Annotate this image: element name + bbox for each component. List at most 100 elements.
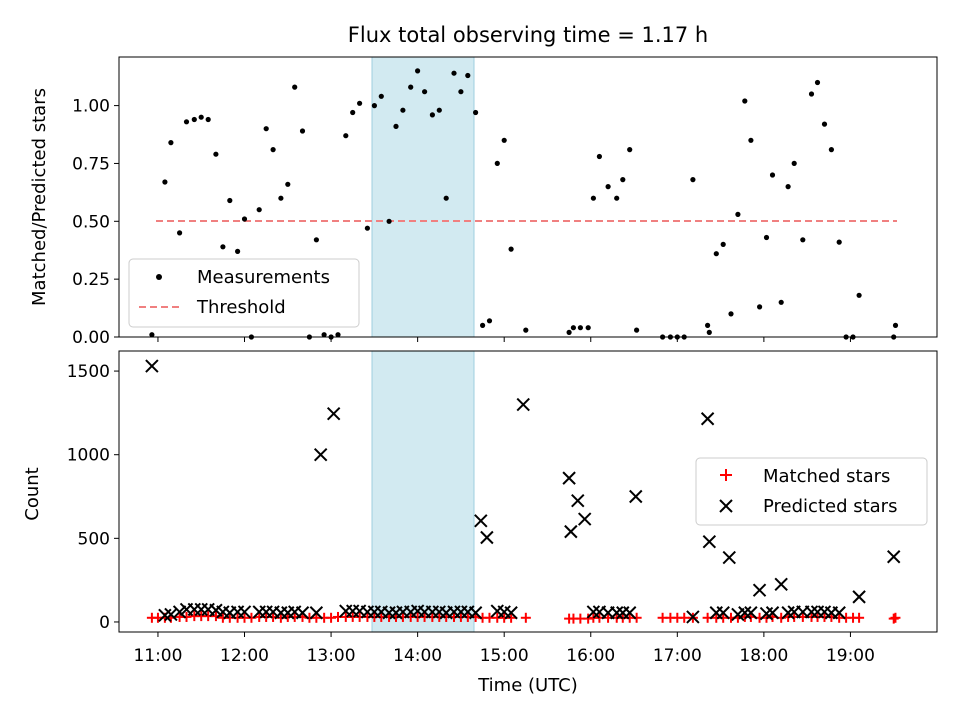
- legend-matched-marker: [720, 469, 732, 481]
- predicted-point: [562, 471, 576, 485]
- measurement-point: [292, 84, 298, 90]
- measurement-point: [836, 239, 842, 245]
- predicted-point: [237, 605, 252, 619]
- bottom-x-tick-label: 16:00: [566, 646, 615, 666]
- measurement-point: [892, 322, 899, 328]
- predicted-point: [313, 447, 328, 462]
- bottom-x-tick-label: 14:00: [393, 646, 442, 666]
- measurement-point: [480, 322, 486, 328]
- predicted-point: [586, 605, 601, 619]
- measurement-point: [335, 332, 341, 338]
- measurement-point: [213, 151, 219, 157]
- measurement-point: [814, 79, 821, 86]
- measurement-point: [705, 322, 711, 328]
- top-y-label: Matched/Predicted stars: [29, 88, 50, 306]
- predicted-point: [326, 407, 341, 421]
- measurement-point: [458, 89, 464, 95]
- bottom-x-tick-label: 18:00: [739, 646, 788, 666]
- predicted-point: [145, 359, 159, 373]
- top-y-tick-label: 0.00: [72, 328, 110, 348]
- bottom-y-tick-label: 1000: [67, 446, 110, 466]
- measurement-point: [614, 195, 620, 201]
- legend-predicted-marker: [719, 499, 733, 513]
- measurement-point: [566, 329, 572, 335]
- measurement-point: [371, 103, 377, 109]
- top-legend: Measurements Threshold: [128, 258, 360, 328]
- predicted-point: [738, 606, 752, 620]
- bottom-legend-box: [695, 457, 928, 526]
- predicted-point: [610, 606, 624, 620]
- bottom-x-tick-label: 11:00: [133, 646, 182, 666]
- measurement-point: [350, 109, 356, 116]
- measurement-point: [570, 325, 577, 331]
- top-title: Flux total observing time = 1.17 h: [348, 23, 708, 47]
- bottom-x-label: Time (UTC): [477, 675, 578, 696]
- bottom-predicted-points: [145, 359, 901, 624]
- legend-predicted-label: Predicted stars: [763, 496, 897, 517]
- top-y-axis: 0.00 0.25 0.50 0.75 1.00: [72, 97, 119, 348]
- top-x-ticks: [157, 337, 851, 342]
- measurement-point: [278, 195, 284, 201]
- measurement-point: [800, 237, 806, 243]
- measurement-point: [378, 93, 384, 99]
- predicted-point: [623, 606, 637, 620]
- measurement-point: [596, 153, 603, 160]
- matched-point: [506, 612, 517, 623]
- measurement-point: [408, 84, 414, 90]
- measurement-point: [605, 184, 611, 190]
- predicted-point: [629, 489, 643, 504]
- top-panel: Flux total observing time = 1.17 h 0.00 0…: [29, 23, 938, 348]
- bottom-x-tick-label: 13:00: [307, 646, 356, 666]
- measurement-point: [343, 133, 349, 139]
- top-plot-frame: [118, 56, 938, 338]
- measurement-point: [451, 70, 457, 76]
- measurement-point: [364, 225, 370, 231]
- measurement-point: [149, 332, 155, 338]
- top-highlight-span: [371, 56, 475, 338]
- measurement-point: [763, 234, 770, 241]
- measurement-point: [443, 195, 449, 201]
- measurement-point: [634, 327, 640, 333]
- predicted-point: [571, 493, 585, 508]
- bottom-panel: 0 500 1000 1500 11:00 12:00 13:00 14:00 15:00 16…: [22, 350, 938, 696]
- measurement-point: [168, 140, 174, 146]
- bottom-x-tick-label: 19:00: [826, 646, 875, 666]
- measurement-point: [220, 244, 226, 250]
- measurement-point: [162, 179, 168, 185]
- bottom-legend: Matched stars Predicted stars: [695, 457, 928, 526]
- predicted-point: [804, 605, 819, 619]
- measurement-point: [706, 329, 712, 335]
- measurement-point: [856, 292, 862, 298]
- predicted-point: [702, 534, 717, 549]
- measurement-point: [778, 299, 784, 305]
- measurement-point: [486, 318, 493, 324]
- measurement-point: [227, 197, 233, 204]
- bottom-y-label: Count: [22, 467, 43, 520]
- predicted-point: [164, 607, 178, 622]
- predicted-point: [474, 514, 488, 528]
- measurement-point: [757, 304, 763, 310]
- measurement-point: [473, 109, 479, 116]
- measurement-point: [728, 311, 734, 317]
- measurement-point: [821, 121, 828, 127]
- bottom-x-tick-label: 17:00: [653, 646, 702, 666]
- predicted-point: [504, 606, 518, 620]
- measurement-point: [627, 147, 633, 153]
- matched-point: [520, 612, 531, 623]
- bottom-x-tick-label: 15:00: [480, 646, 529, 666]
- legend-threshold-label: Threshold: [196, 297, 286, 318]
- measurement-point: [241, 216, 248, 222]
- predicted-point: [686, 610, 700, 624]
- measurement-point: [177, 230, 183, 236]
- matched-point: [631, 612, 642, 623]
- measurement-point: [191, 116, 197, 123]
- measurement-point: [205, 116, 211, 123]
- top-measurement-points: [149, 68, 899, 340]
- measurement-point: [713, 251, 719, 257]
- top-y-tick-label: 0.25: [72, 270, 110, 290]
- measurement-point: [808, 91, 815, 97]
- predicted-point: [716, 606, 730, 620]
- predicted-point: [852, 590, 866, 604]
- measurement-point: [415, 68, 421, 74]
